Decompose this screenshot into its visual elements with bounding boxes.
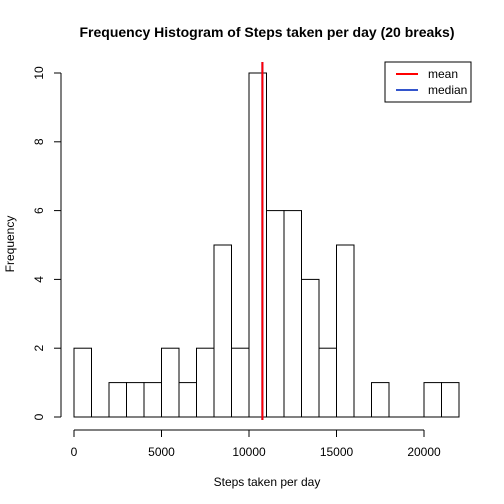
histogram-bar (283, 210, 302, 418)
histogram-bar (108, 382, 127, 418)
x-tick-label: 10000 (232, 445, 266, 459)
y-tick-label: 4 (32, 276, 46, 283)
histogram-bar (231, 347, 250, 418)
histogram-bar (441, 382, 460, 418)
histogram-bar (371, 382, 390, 418)
histogram-bar (73, 347, 92, 418)
x-tick-label: 20000 (407, 445, 441, 459)
y-tick-label: 10 (32, 66, 46, 80)
legend: mean median (384, 61, 472, 103)
y-tick-label: 2 (32, 345, 46, 352)
histogram-bar (423, 382, 442, 418)
y-tick-label: 0 (32, 413, 46, 420)
bars-group (73, 72, 460, 418)
y-tick-label: 8 (32, 138, 46, 145)
histogram-bar (336, 244, 355, 418)
histogram-bar (196, 347, 215, 418)
histogram-bar (318, 347, 337, 418)
histogram-bar (178, 382, 197, 418)
x-axis-label: Steps taken per day (214, 475, 321, 489)
legend-label-median: median (428, 83, 467, 97)
histogram-bar (301, 278, 320, 418)
histogram-bar (248, 72, 267, 418)
x-axis: 0 5000 10000 15000 20000 (71, 429, 441, 459)
histogram-bar (266, 210, 285, 418)
legend-label-mean: mean (428, 67, 458, 81)
histogram-bar (213, 244, 232, 418)
x-tick-label: 5000 (148, 445, 175, 459)
histogram-bar (161, 347, 180, 418)
y-axis-label: Frequency (3, 216, 17, 273)
x-tick-label: 0 (71, 445, 78, 459)
legend-box (384, 61, 472, 103)
histogram-bar (126, 382, 145, 418)
histogram-bar (143, 382, 162, 418)
y-axis: 0 2 4 6 8 10 (32, 66, 62, 420)
x-tick-label: 15000 (320, 445, 354, 459)
chart-title: Frequency Histogram of Steps taken per d… (79, 24, 454, 40)
y-tick-label: 6 (32, 207, 46, 214)
